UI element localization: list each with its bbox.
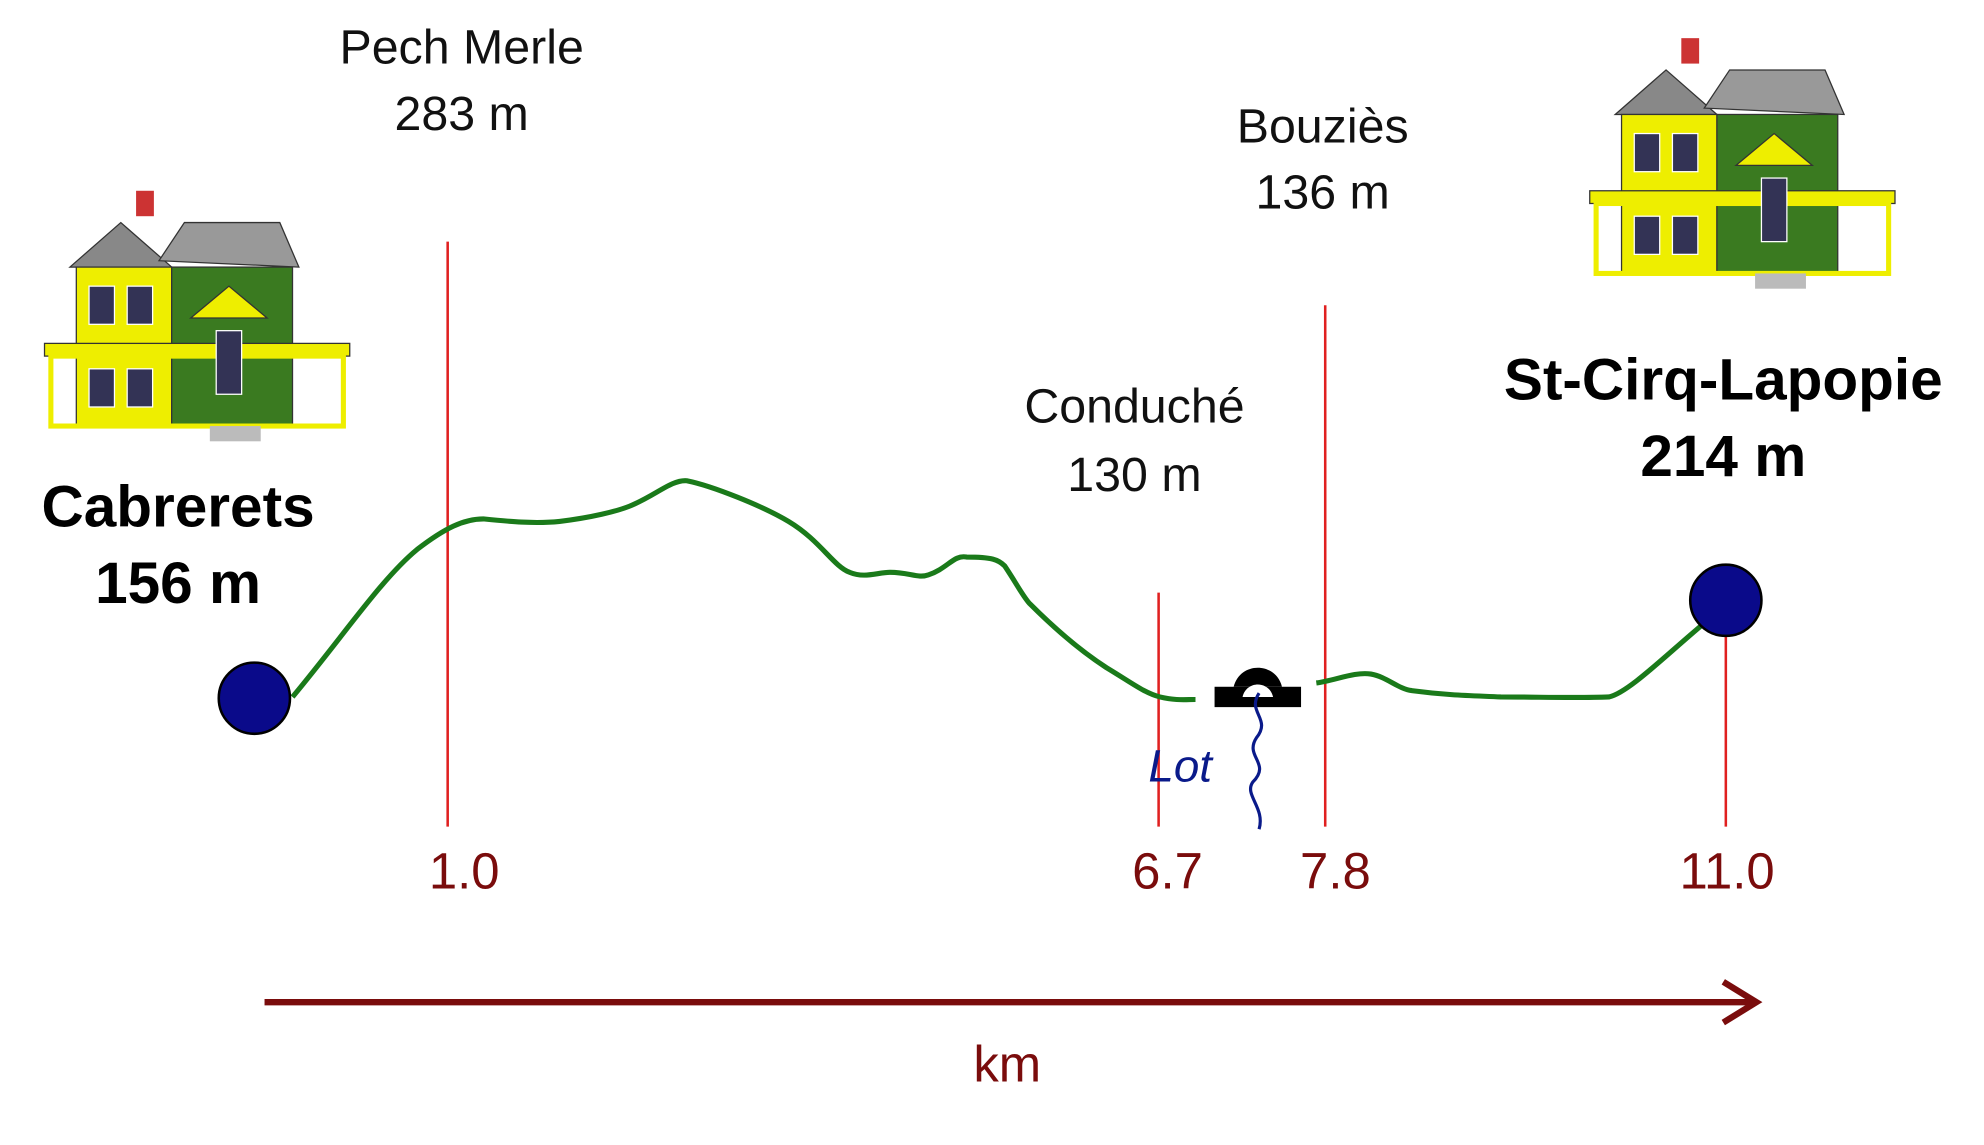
end-name: St-Cirq-Lapopie (1504, 348, 1943, 413)
profile-path (1315, 621, 1706, 701)
start-name: Cabrerets (41, 475, 314, 540)
river-label: Lot (1148, 741, 1214, 792)
end-elevation: 214 m (1640, 424, 1806, 489)
start-point (217, 661, 292, 736)
diagram: Lot Pech Merle 283 m Conduché 130 m Bouz… (41, 21, 1942, 1093)
bridge-icon (1214, 667, 1302, 708)
place-elevation: 136 m (1256, 166, 1390, 220)
axis-label: km (973, 1036, 1041, 1093)
place-name: Conduché (1024, 379, 1244, 433)
axis-arrowhead (1721, 979, 1763, 1026)
place-name: Pech Merle (339, 21, 583, 75)
place-elevation: 283 m (395, 87, 529, 141)
start-elevation: 156 m (95, 551, 261, 616)
house-icon (45, 191, 350, 442)
river-line (1249, 692, 1264, 830)
place-elevation: 130 m (1067, 448, 1201, 502)
place-name: Bouziès (1237, 99, 1409, 153)
distance-label: 7.8 (1300, 842, 1371, 899)
house-icon (1590, 38, 1895, 289)
distance-label: 6.7 (1132, 842, 1203, 899)
end-point (1688, 563, 1763, 638)
distance-label: 11.0 (1679, 842, 1774, 899)
profile-path (290, 478, 1196, 703)
distance-label: 1.0 (429, 842, 500, 899)
